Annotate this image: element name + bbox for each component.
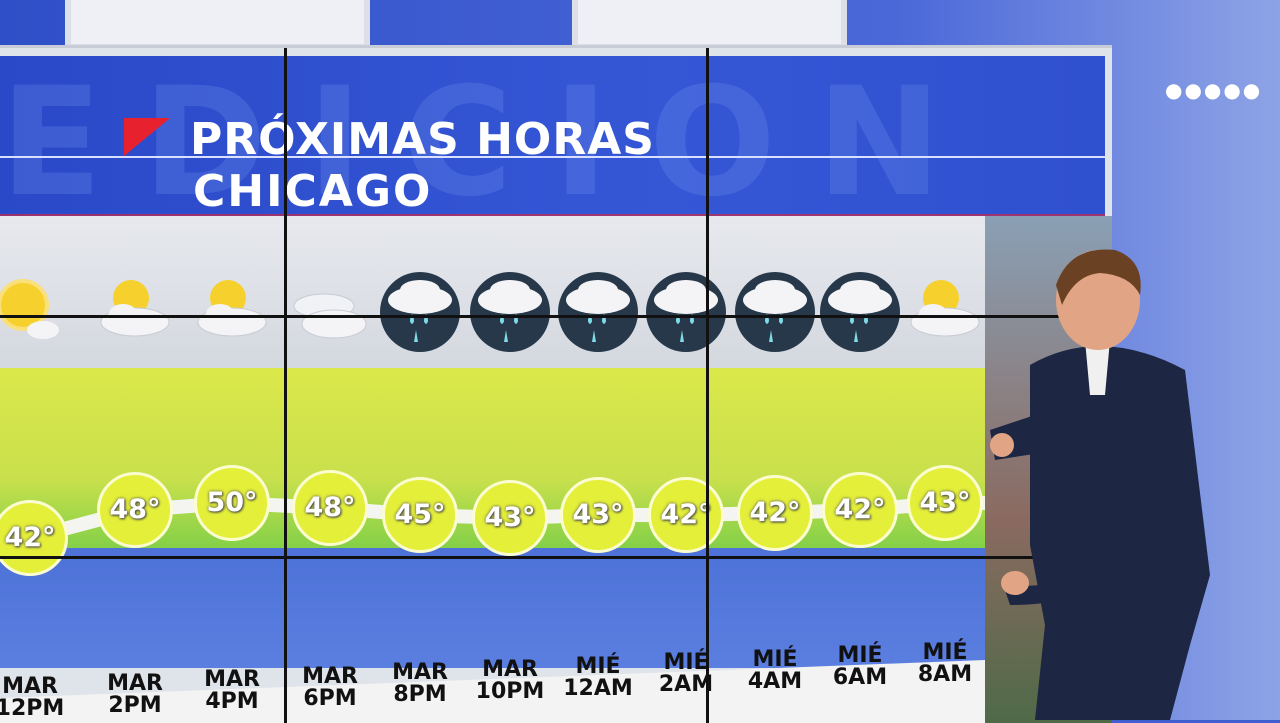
divider xyxy=(0,156,1105,158)
partly-cloudy-icon xyxy=(93,270,177,354)
temperature-badge: 42° xyxy=(737,475,813,551)
bezel xyxy=(0,556,1112,559)
rain-icon xyxy=(644,270,728,354)
sunny-icon xyxy=(0,270,72,354)
time-label: MAR 6PM xyxy=(280,663,380,711)
day-label: MIÉ xyxy=(922,640,968,665)
hour-label: 8AM xyxy=(917,662,973,687)
brand-flag-icon xyxy=(124,118,170,156)
rain-icon xyxy=(378,270,462,354)
day-label: MAR xyxy=(392,660,448,686)
top-monitor xyxy=(572,0,847,50)
partly-cloudy-icon xyxy=(190,270,274,354)
bezel xyxy=(284,48,287,723)
page-title: PRÓXIMAS HORAS xyxy=(190,114,655,165)
hour-label: 12PM xyxy=(0,696,65,721)
day-label: MAR xyxy=(204,667,260,693)
hour-label: 6AM xyxy=(832,665,888,691)
hour-label: 4AM xyxy=(747,668,803,694)
video-wall: EDICION PRÓXIMAS HORAS CHICAGO 42° MAR 1… xyxy=(0,45,1112,723)
presenter xyxy=(990,249,1210,720)
rain-icon xyxy=(818,270,902,354)
partly-cloudy-icon xyxy=(903,270,987,354)
hour-label: 2PM xyxy=(108,692,162,718)
day-label: MIÉ xyxy=(575,653,621,679)
city-name: CHICAGO xyxy=(193,166,433,217)
temperature-badge: 43° xyxy=(472,480,548,556)
bezel xyxy=(0,315,1112,318)
temperature-badge: 42° xyxy=(822,472,898,548)
day-label: MAR xyxy=(107,670,163,696)
day-label: MIÉ xyxy=(752,646,798,672)
temperature-badge: 43° xyxy=(907,465,983,541)
hour-label: 2AM xyxy=(658,672,714,698)
decorative-dots: ●●●●● xyxy=(1165,78,1263,102)
day-label: MIÉ xyxy=(837,643,883,669)
temperature-badge: 45° xyxy=(382,477,458,553)
time-label: MIÉ 2AM xyxy=(636,652,736,696)
time-label: MIÉ 4AM xyxy=(725,646,825,694)
bezel xyxy=(706,48,709,723)
time-label: MIÉ 8AM xyxy=(895,642,995,686)
time-label: MAR 8PM xyxy=(370,662,470,706)
rain-icon xyxy=(468,270,552,354)
day-label: MIÉ xyxy=(663,650,709,676)
header-banner: EDICION PRÓXIMAS HORAS CHICAGO xyxy=(0,56,1105,216)
time-label: MAR 12PM xyxy=(0,676,80,720)
day-label: MAR xyxy=(2,674,58,699)
time-label: MAR 4PM xyxy=(182,669,282,713)
hour-label: 12AM xyxy=(563,675,633,701)
temperature-badge: 43° xyxy=(560,477,636,553)
lower-band xyxy=(0,548,985,668)
hour-label: 8PM xyxy=(393,682,447,708)
temperature-badge: 42° xyxy=(648,477,724,553)
temperature-badge: 48° xyxy=(97,472,173,548)
cloudy-icon xyxy=(288,270,372,354)
time-label: MAR 2PM xyxy=(85,670,185,718)
top-monitor xyxy=(65,0,370,50)
temperature-badge: 50° xyxy=(194,465,270,541)
hour-label: 10PM xyxy=(475,679,545,704)
time-label: MIÉ 6AM xyxy=(810,645,910,689)
temperature-badge: 48° xyxy=(292,470,368,546)
rain-icon xyxy=(556,270,640,354)
time-label: MIÉ 12AM xyxy=(548,653,648,701)
hour-label: 4PM xyxy=(205,689,259,715)
rain-icon xyxy=(733,270,817,354)
time-label: MAR 10PM xyxy=(460,659,560,703)
day-label: MAR xyxy=(302,663,358,689)
hour-label: 6PM xyxy=(303,685,357,711)
temperature-line xyxy=(0,495,985,553)
day-label: MAR xyxy=(482,657,538,682)
divider xyxy=(0,214,1105,216)
temperature-badge: 42° xyxy=(0,500,68,576)
